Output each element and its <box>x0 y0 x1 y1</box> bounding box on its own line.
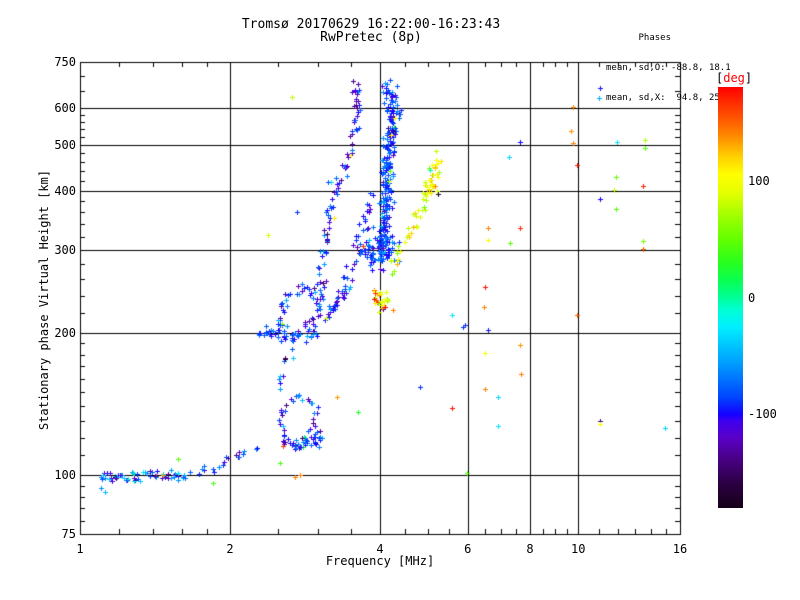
colorbar-tick-label: 100 <box>748 173 770 188</box>
colorbar-tick-label: 0 <box>748 290 756 305</box>
y-tick-label: 500 <box>54 138 76 153</box>
y-tick-label: 750 <box>54 55 76 69</box>
phase-stats-x-mode: mean, sd,X: 94.8, 25.6 <box>606 93 731 103</box>
x-tick-label: 4 <box>376 542 384 556</box>
phase-stats-header: Phases <box>606 33 672 43</box>
phase-stats-o-mode: mean, sd,O: -88.8, 18.1 <box>606 63 731 73</box>
colorbar-label-unit: deg <box>723 71 745 85</box>
y-tick-label: 300 <box>54 242 76 257</box>
x-tick-label: 6 <box>464 542 472 556</box>
chart-title: Tromsø 20170629 16:22:00-16:23:43 <box>241 17 501 32</box>
phase-stats-block: Phases mean, sd,O: -88.8, 18.1 mean, sd,… <box>606 13 731 123</box>
x-tick-label: 8 <box>526 542 534 556</box>
colorbar-unit-label: [deg] <box>716 71 752 85</box>
x-axis-label: Frequency [MHz] <box>325 554 435 568</box>
y-tick-label: 200 <box>54 325 76 340</box>
y-tick-label: 400 <box>54 183 76 198</box>
colorbar-tick-label: -100 <box>748 407 777 422</box>
x-tick-label: 2 <box>226 542 234 556</box>
colorbar-label-bracket-close: ] <box>744 71 753 85</box>
y-tick-label: 100 <box>54 468 76 483</box>
y-tick-label: 600 <box>54 100 76 115</box>
x-tick-label: 16 <box>672 542 688 556</box>
colorbar-label-bracket-open: [ <box>716 71 724 85</box>
y-axis-label: Stationary phase Virtual Height [km] <box>37 169 51 431</box>
x-tick-label: 10 <box>571 542 586 556</box>
x-tick-label: 1 <box>76 542 84 556</box>
y-tick-label: 75 <box>61 527 76 541</box>
chart-subtitle: RwPretec (8p) <box>320 30 422 45</box>
colorbar-gradient <box>718 87 743 508</box>
